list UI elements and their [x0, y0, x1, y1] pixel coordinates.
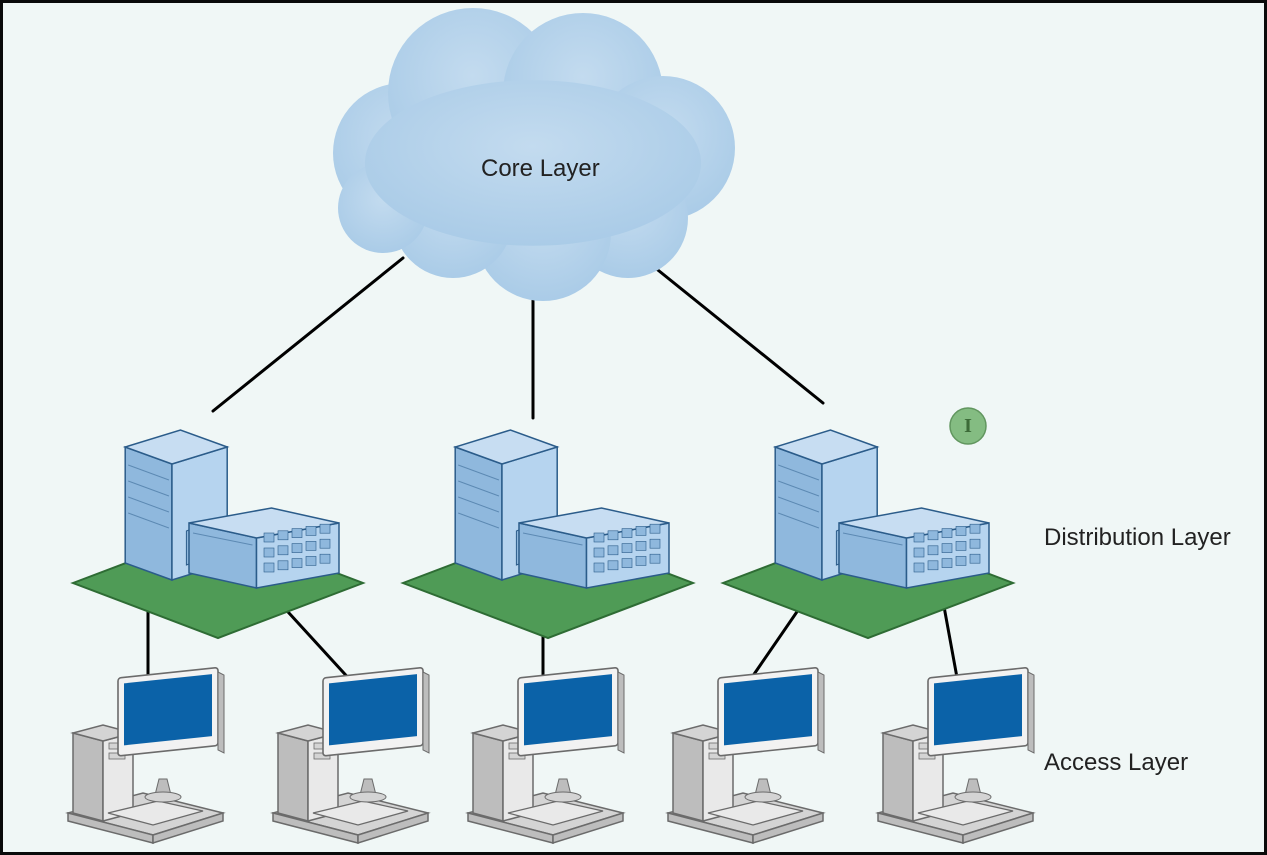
core-layer-label: Core Layer	[481, 155, 600, 183]
building-icon	[73, 430, 363, 638]
computer-icon	[668, 667, 824, 843]
building-icon	[403, 430, 693, 638]
svg-text:I: I	[964, 415, 972, 437]
distribution-layer-label: Distribution Layer	[1044, 524, 1231, 552]
computer-icon	[878, 667, 1034, 843]
access-layer-label: Access Layer	[1044, 749, 1188, 777]
diagram-page: I Core Layer Distribution Layer Access L…	[0, 0, 1267, 855]
cursor-marker: I	[950, 408, 986, 444]
diagram-svg: I	[3, 3, 1267, 855]
computer-icon	[468, 667, 624, 843]
building-icon	[723, 430, 1013, 638]
computer-icon	[273, 667, 429, 843]
computer-icon	[68, 667, 224, 843]
